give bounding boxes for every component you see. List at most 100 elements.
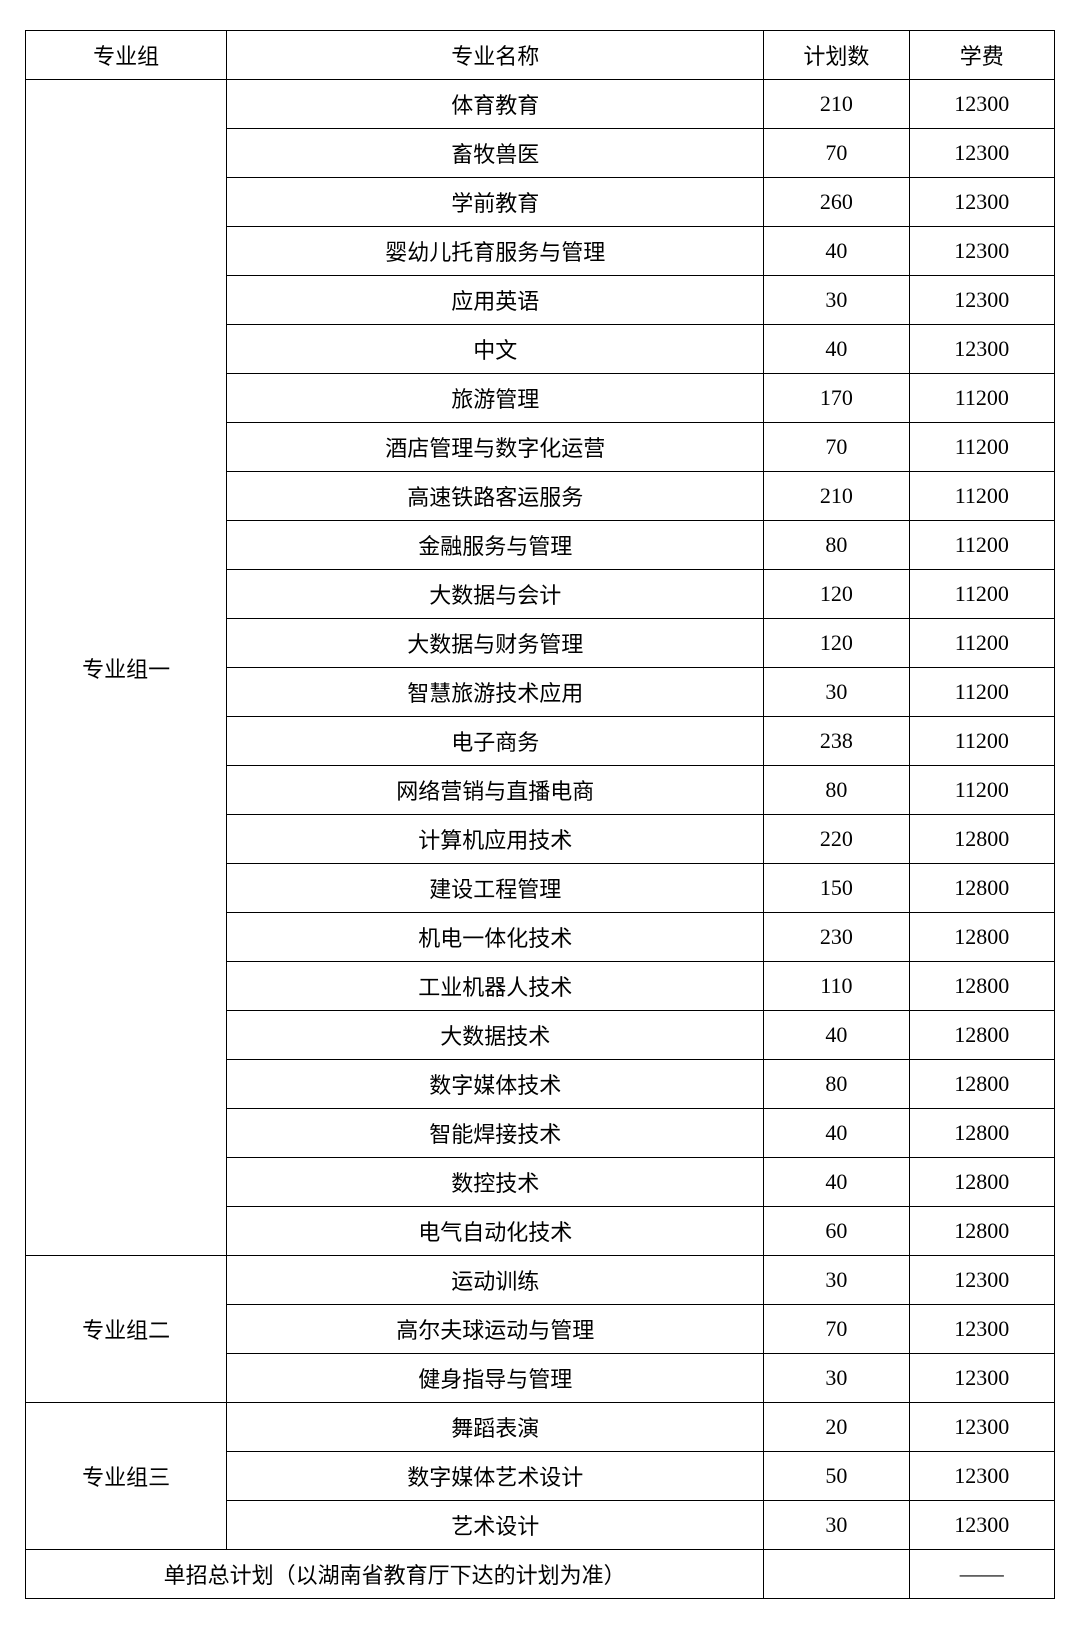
count-cell: 70 xyxy=(764,1305,909,1354)
fee-cell: 12800 xyxy=(909,962,1054,1011)
fee-cell: 12800 xyxy=(909,1207,1054,1256)
fee-cell: 12300 xyxy=(909,178,1054,227)
major-cell: 健身指导与管理 xyxy=(227,1354,764,1403)
fee-cell: 12300 xyxy=(909,1305,1054,1354)
fee-cell: 12800 xyxy=(909,864,1054,913)
major-cell: 建设工程管理 xyxy=(227,864,764,913)
fee-cell: 11200 xyxy=(909,472,1054,521)
col-header-group: 专业组 xyxy=(26,31,227,80)
major-cell: 高速铁路客运服务 xyxy=(227,472,764,521)
count-cell: 30 xyxy=(764,276,909,325)
major-cell: 电子商务 xyxy=(227,717,764,766)
fee-cell: 12300 xyxy=(909,276,1054,325)
major-cell: 机电一体化技术 xyxy=(227,913,764,962)
major-cell: 舞蹈表演 xyxy=(227,1403,764,1452)
fee-cell: 12300 xyxy=(909,1501,1054,1550)
fee-cell: 12300 xyxy=(909,325,1054,374)
major-cell: 艺术设计 xyxy=(227,1501,764,1550)
major-cell: 计算机应用技术 xyxy=(227,815,764,864)
footer-fee-cell: —— xyxy=(909,1550,1054,1599)
major-cell: 酒店管理与数字化运营 xyxy=(227,423,764,472)
table-body: 专业组一体育教育21012300畜牧兽医7012300学前教育26012300婴… xyxy=(26,80,1055,1599)
count-cell: 80 xyxy=(764,521,909,570)
count-cell: 170 xyxy=(764,374,909,423)
major-cell: 大数据技术 xyxy=(227,1011,764,1060)
col-header-fee: 学费 xyxy=(909,31,1054,80)
major-cell: 高尔夫球运动与管理 xyxy=(227,1305,764,1354)
count-cell: 80 xyxy=(764,766,909,815)
count-cell: 40 xyxy=(764,325,909,374)
fee-cell: 11200 xyxy=(909,717,1054,766)
count-cell: 40 xyxy=(764,1109,909,1158)
fee-cell: 11200 xyxy=(909,521,1054,570)
fee-cell: 11200 xyxy=(909,619,1054,668)
major-cell: 运动训练 xyxy=(227,1256,764,1305)
group-cell: 专业组二 xyxy=(26,1256,227,1403)
count-cell: 210 xyxy=(764,80,909,129)
count-cell: 260 xyxy=(764,178,909,227)
count-cell: 110 xyxy=(764,962,909,1011)
fee-cell: 12300 xyxy=(909,1354,1054,1403)
count-cell: 230 xyxy=(764,913,909,962)
table-header-row: 专业组 专业名称 计划数 学费 xyxy=(26,31,1055,80)
fee-cell: 12800 xyxy=(909,913,1054,962)
fee-cell: 12300 xyxy=(909,1256,1054,1305)
fee-cell: 12300 xyxy=(909,227,1054,276)
count-cell: 238 xyxy=(764,717,909,766)
count-cell: 120 xyxy=(764,619,909,668)
count-cell: 210 xyxy=(764,472,909,521)
fee-cell: 12300 xyxy=(909,129,1054,178)
count-cell: 20 xyxy=(764,1403,909,1452)
group-cell: 专业组三 xyxy=(26,1403,227,1550)
count-cell: 220 xyxy=(764,815,909,864)
count-cell: 70 xyxy=(764,423,909,472)
count-cell: 60 xyxy=(764,1207,909,1256)
major-cell: 数字媒体技术 xyxy=(227,1060,764,1109)
major-cell: 大数据与会计 xyxy=(227,570,764,619)
count-cell: 40 xyxy=(764,1158,909,1207)
table-row: 专业组二运动训练3012300 xyxy=(26,1256,1055,1305)
major-cell: 体育教育 xyxy=(227,80,764,129)
fee-cell: 11200 xyxy=(909,668,1054,717)
count-cell: 120 xyxy=(764,570,909,619)
major-cell: 智慧旅游技术应用 xyxy=(227,668,764,717)
col-header-name: 专业名称 xyxy=(227,31,764,80)
count-cell: 40 xyxy=(764,227,909,276)
fee-cell: 12800 xyxy=(909,1011,1054,1060)
major-cell: 金融服务与管理 xyxy=(227,521,764,570)
major-cell: 工业机器人技术 xyxy=(227,962,764,1011)
major-cell: 旅游管理 xyxy=(227,374,764,423)
major-cell: 畜牧兽医 xyxy=(227,129,764,178)
footer-row: 单招总计划（以湖南省教育厅下达的计划为准） —— xyxy=(26,1550,1055,1599)
major-cell: 应用英语 xyxy=(227,276,764,325)
major-cell: 大数据与财务管理 xyxy=(227,619,764,668)
footer-label-cell: 单招总计划（以湖南省教育厅下达的计划为准） xyxy=(26,1550,764,1599)
major-cell: 智能焊接技术 xyxy=(227,1109,764,1158)
major-cell: 网络营销与直播电商 xyxy=(227,766,764,815)
group-cell: 专业组一 xyxy=(26,80,227,1256)
majors-table: 专业组 专业名称 计划数 学费 专业组一体育教育21012300畜牧兽医7012… xyxy=(25,30,1055,1599)
table-row: 专业组三舞蹈表演2012300 xyxy=(26,1403,1055,1452)
count-cell: 70 xyxy=(764,129,909,178)
count-cell: 50 xyxy=(764,1452,909,1501)
fee-cell: 12300 xyxy=(909,80,1054,129)
major-cell: 中文 xyxy=(227,325,764,374)
major-cell: 学前教育 xyxy=(227,178,764,227)
fee-cell: 12300 xyxy=(909,1403,1054,1452)
major-cell: 婴幼儿托育服务与管理 xyxy=(227,227,764,276)
fee-cell: 12800 xyxy=(909,815,1054,864)
table-row: 专业组一体育教育21012300 xyxy=(26,80,1055,129)
footer-count-cell xyxy=(764,1550,909,1599)
major-cell: 数控技术 xyxy=(227,1158,764,1207)
fee-cell: 12800 xyxy=(909,1109,1054,1158)
fee-cell: 12300 xyxy=(909,1452,1054,1501)
fee-cell: 11200 xyxy=(909,423,1054,472)
major-cell: 数字媒体艺术设计 xyxy=(227,1452,764,1501)
count-cell: 30 xyxy=(764,668,909,717)
count-cell: 30 xyxy=(764,1256,909,1305)
count-cell: 80 xyxy=(764,1060,909,1109)
count-cell: 40 xyxy=(764,1011,909,1060)
fee-cell: 11200 xyxy=(909,766,1054,815)
fee-cell: 12800 xyxy=(909,1158,1054,1207)
col-header-count: 计划数 xyxy=(764,31,909,80)
